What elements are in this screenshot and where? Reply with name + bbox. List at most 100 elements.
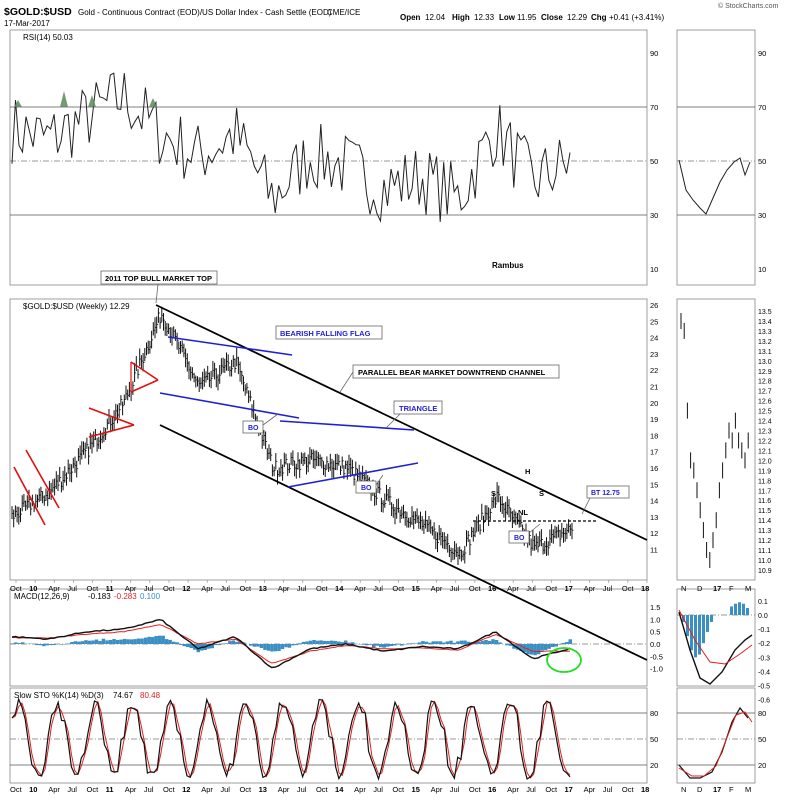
- price-right-tick-label: 13.1: [758, 349, 772, 356]
- sto-panel-frame: [9, 687, 648, 784]
- macd-hist-bar: [494, 640, 499, 644]
- price-right-tick-label: 11.6: [758, 498, 771, 505]
- price-label: $GOLD:$USD (Weekly) 12.29: [23, 302, 130, 311]
- x-axis-label: Jul: [67, 584, 77, 593]
- high-label: High: [452, 13, 470, 22]
- macd-hist-bar: [80, 641, 85, 644]
- right-x-axis-label-bottom: F: [729, 785, 734, 794]
- macd-hist-bar: [547, 644, 551, 649]
- high-value: 12.33: [474, 13, 495, 22]
- x-axis-label: 12: [182, 584, 190, 593]
- macd-hist-bar: [17, 643, 21, 644]
- x-axis-label: Apr: [431, 584, 443, 593]
- macd-hist-bar: [329, 640, 334, 644]
- macd-hist-bar: [347, 642, 351, 644]
- macd-right-tick-label: 0.1: [758, 599, 768, 606]
- macd-right-tick-label: 0.0: [758, 613, 768, 620]
- rsi-series: [11, 72, 751, 223]
- macd-hist-bar: [480, 640, 485, 644]
- x-axis-label: 15: [412, 584, 420, 593]
- macd-hist-bar: [456, 641, 460, 644]
- macd-hist-bar: [291, 644, 295, 646]
- macd-hist-bar: [157, 635, 162, 644]
- macd-hist-bar: [168, 639, 172, 644]
- x-axis-label-bottom: Jul: [144, 785, 154, 794]
- macd-hist-bar: [126, 639, 130, 644]
- macd-hist-bar: [263, 644, 267, 650]
- x-axis-label: Apr: [48, 584, 60, 593]
- macd-hist-bar: [421, 641, 425, 644]
- price-tick-label: 12: [650, 529, 658, 538]
- macd-right-tick-label: -0.2: [758, 641, 770, 648]
- x-axis-label-bottom: Apr: [507, 785, 519, 794]
- hs-labels: H S S NL: [491, 467, 544, 517]
- x-axis-label-bottom: Apr: [125, 785, 137, 794]
- macd-label: MACD(12,26,9) -0.183 -0.283 0.100: [14, 592, 161, 601]
- macd-hist-bar: [164, 639, 169, 644]
- macd-right-signal-line: [678, 609, 753, 665]
- macd-hist-bar: [94, 639, 99, 644]
- x-axis-label-bottom: Jul: [220, 785, 230, 794]
- macd-hist-bar: [438, 641, 443, 644]
- annotation-flag: BEARISH FALLING FLAG: [275, 325, 383, 340]
- x-axis-label: 11: [106, 584, 114, 593]
- macd-hist-bar: [38, 644, 43, 646]
- price-right-tick-label: 11.0: [758, 558, 771, 565]
- macd-hist-bar: [319, 640, 323, 644]
- macd-hist-bar: [452, 642, 457, 644]
- macd-hist-bar: [375, 644, 379, 646]
- price-panel-frame: [9, 298, 648, 581]
- right-x-axis-label-bottom: N: [681, 785, 686, 794]
- macd-hist-bar: [52, 644, 57, 645]
- price-right-tick-label: 12.2: [758, 438, 772, 445]
- sto-d-line: [11, 698, 571, 779]
- rsi-line: [11, 72, 571, 223]
- annotation-triangle: TRIANGLE: [385, 400, 443, 429]
- macd-right-line: [678, 611, 753, 685]
- price-right-tick-label: 13.4: [758, 319, 772, 326]
- annotation-bt-box: [586, 485, 630, 499]
- x-axis-label-bottom: 18: [641, 785, 649, 794]
- macd-hist-bar: [519, 644, 523, 651]
- macd-hist-bar: [336, 641, 341, 644]
- macd-right-tick-label: -0.5: [758, 684, 770, 691]
- price-tick-label: 23: [650, 350, 658, 359]
- rsi-right-tick-label: 50: [758, 157, 766, 166]
- macd-hist-bar: [119, 639, 123, 644]
- right-x-axis-label: D: [697, 584, 703, 593]
- header-exchange: CME/ICE: [327, 8, 360, 17]
- x-axis-label-bottom: Apr: [278, 785, 290, 794]
- macd-hist-bar: [529, 644, 534, 655]
- x-axis-label-bottom: Oct: [316, 785, 329, 794]
- x-axis-label: 16: [488, 584, 496, 593]
- price-series: [11, 306, 749, 568]
- x-axis-label-bottom: Oct: [86, 785, 99, 794]
- macd-hist-bar: [386, 644, 390, 647]
- chg-value: +0.41 (+3.41%): [609, 13, 664, 22]
- header-date: 17-Mar-2017: [4, 19, 50, 28]
- macd-right-hist-bar: [738, 602, 741, 615]
- macd-hist-bar: [73, 641, 78, 644]
- annotation-bo2-text: BO: [361, 485, 372, 492]
- reference-lines: [10, 106, 755, 766]
- price-right-tick-label: 13.5: [758, 309, 772, 316]
- annotation-triangle-text: TRIANGLE: [399, 404, 437, 413]
- sto-right-tick-label: 80: [758, 709, 766, 718]
- x-axis-label-bottom: Apr: [48, 785, 60, 794]
- rsi-tick-label: 10: [650, 265, 658, 274]
- macd-series: [10, 602, 753, 685]
- price-right-tick-label: 11.7: [758, 488, 771, 495]
- credit-text: © StockCharts.com: [718, 2, 779, 10]
- rsi-overbought-fill: [88, 95, 96, 107]
- right-x-axis-label: N: [681, 584, 686, 593]
- rsi-tick-label: 70: [650, 103, 658, 112]
- macd-hist-bar: [498, 642, 502, 644]
- price-tick-label: 19: [650, 415, 658, 424]
- price-tick-label: 15: [650, 480, 658, 489]
- price-right-tick-label: 12.5: [758, 409, 772, 416]
- right-x-axis-label: F: [729, 584, 734, 593]
- rsi-right-tick-label: 70: [758, 103, 766, 112]
- macd-hist-bar: [382, 644, 386, 648]
- macd-hist-bar: [259, 644, 264, 648]
- x-axis-label: Jul: [450, 584, 460, 593]
